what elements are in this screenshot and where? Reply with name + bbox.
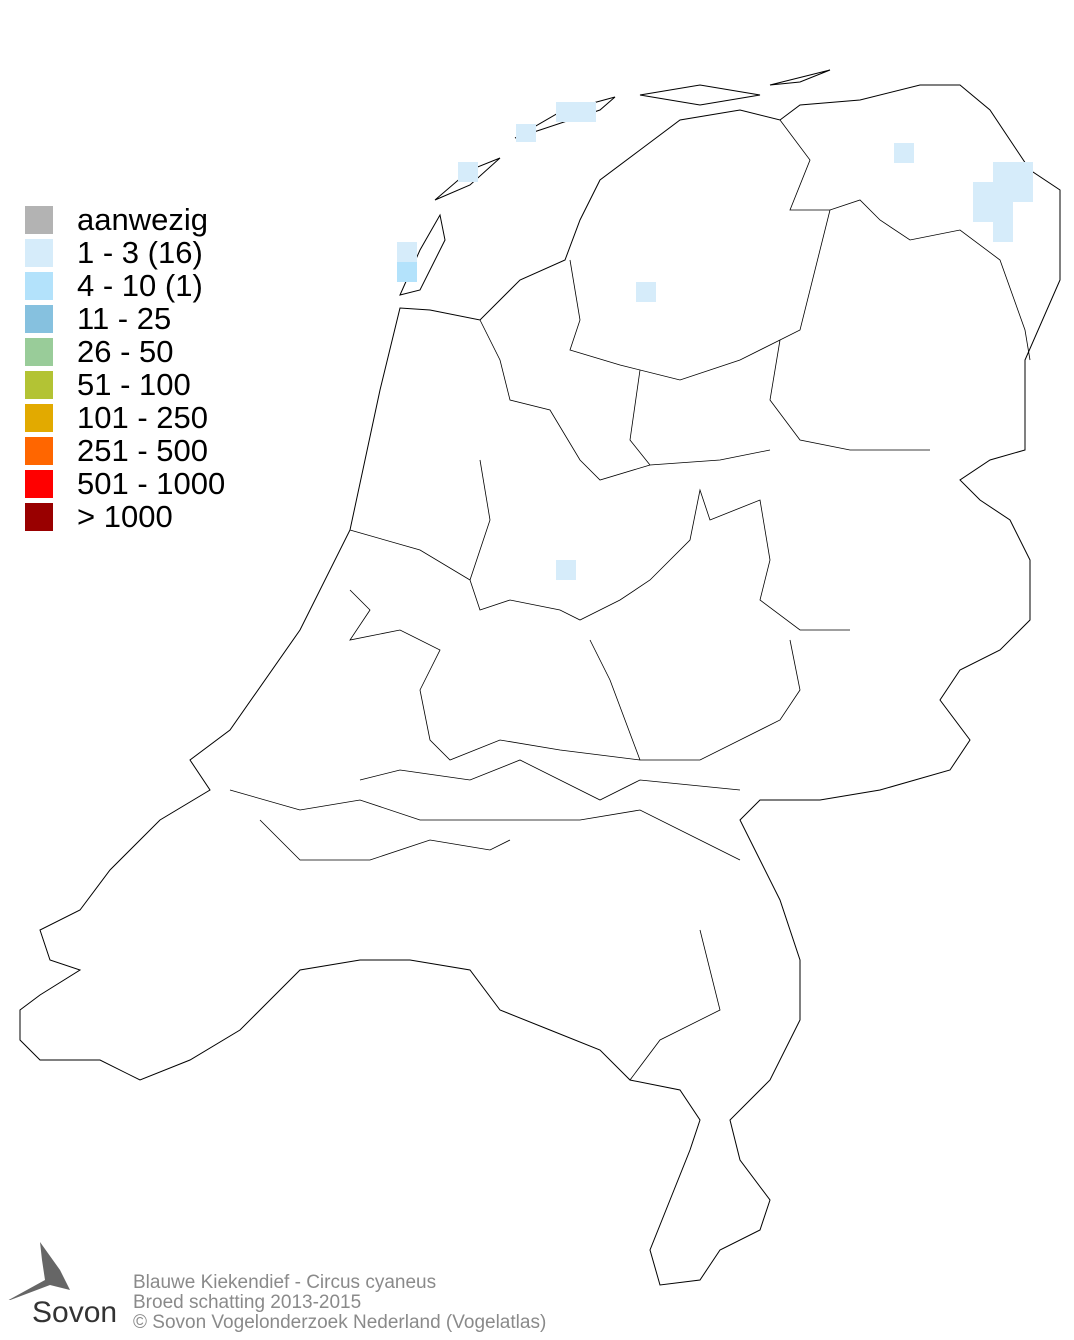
legend-item: 251 - 500 <box>25 432 225 468</box>
square-1-3 <box>894 143 914 163</box>
square-1-3 <box>993 202 1013 242</box>
legend-label: 501 - 1000 <box>77 465 226 501</box>
sovon-logo-text: Sovon <box>32 1296 118 1329</box>
legend-swatch <box>25 337 53 366</box>
legend-swatch <box>25 436 53 465</box>
legend-item: 11 - 25 <box>25 300 225 336</box>
square-1-3 <box>556 560 576 580</box>
legend-label: 1 - 3 (16) <box>77 234 203 270</box>
legend-label: 101 - 250 <box>77 399 208 435</box>
legend-swatch <box>25 403 53 432</box>
legend-swatch <box>25 205 53 234</box>
legend-swatch <box>25 370 53 399</box>
square-1-3 <box>516 124 536 142</box>
square-4-10 <box>397 262 417 282</box>
legend-swatch <box>25 469 53 498</box>
wadden-islands <box>399 69 831 296</box>
square-1-3 <box>973 182 993 222</box>
copyright: © Sovon Vogelonderzoek Nederland (Vogela… <box>133 1312 547 1333</box>
legend-label: 26 - 50 <box>77 333 174 369</box>
legend-swatch <box>25 271 53 300</box>
legend-label: > 1000 <box>77 498 173 534</box>
province-borders <box>229 119 1031 1081</box>
square-1-3 <box>458 162 478 182</box>
legend-label: 11 - 25 <box>77 300 172 336</box>
legend-label: 4 - 10 (1) <box>77 267 203 303</box>
map-caption: Blauwe Kiekendief - Circus cyaneus Broed… <box>133 1273 546 1333</box>
legend-label: 251 - 500 <box>77 432 208 468</box>
swallow-logo-icon <box>8 1242 70 1300</box>
country-outline <box>19 84 1061 1286</box>
distribution-squares <box>397 102 1033 580</box>
legend-item: 501 - 1000 <box>25 465 226 501</box>
square-1-3 <box>993 162 1033 202</box>
legend-item: 51 - 100 <box>25 366 225 402</box>
legend-item: 1 - 3 (16) <box>25 234 225 270</box>
square-1-3 <box>397 242 417 262</box>
square-1-3 <box>636 282 656 302</box>
legend-label: aanwezig <box>77 201 208 237</box>
legend-item: aanwezig <box>25 201 225 237</box>
legend: aanwezig 1 - 3 (16) 4 - 10 (1) 11 - 25 26 - … <box>25 201 226 534</box>
species-title: Blauwe Kiekendief - Circus cyaneus <box>133 1272 437 1293</box>
legend-swatch <box>25 238 53 267</box>
legend-swatch <box>25 502 53 531</box>
legend-label: 51 - 100 <box>77 366 191 402</box>
legend-item: 26 - 50 <box>25 333 225 369</box>
legend-item: 4 - 10 (1) <box>25 267 225 303</box>
legend-item: > 1000 <box>25 498 225 534</box>
square-1-3 <box>556 102 596 122</box>
legend-swatch <box>25 304 53 333</box>
survey-period: Broed schatting 2013-2015 <box>133 1292 362 1313</box>
legend-item: 101 - 250 <box>25 399 225 435</box>
